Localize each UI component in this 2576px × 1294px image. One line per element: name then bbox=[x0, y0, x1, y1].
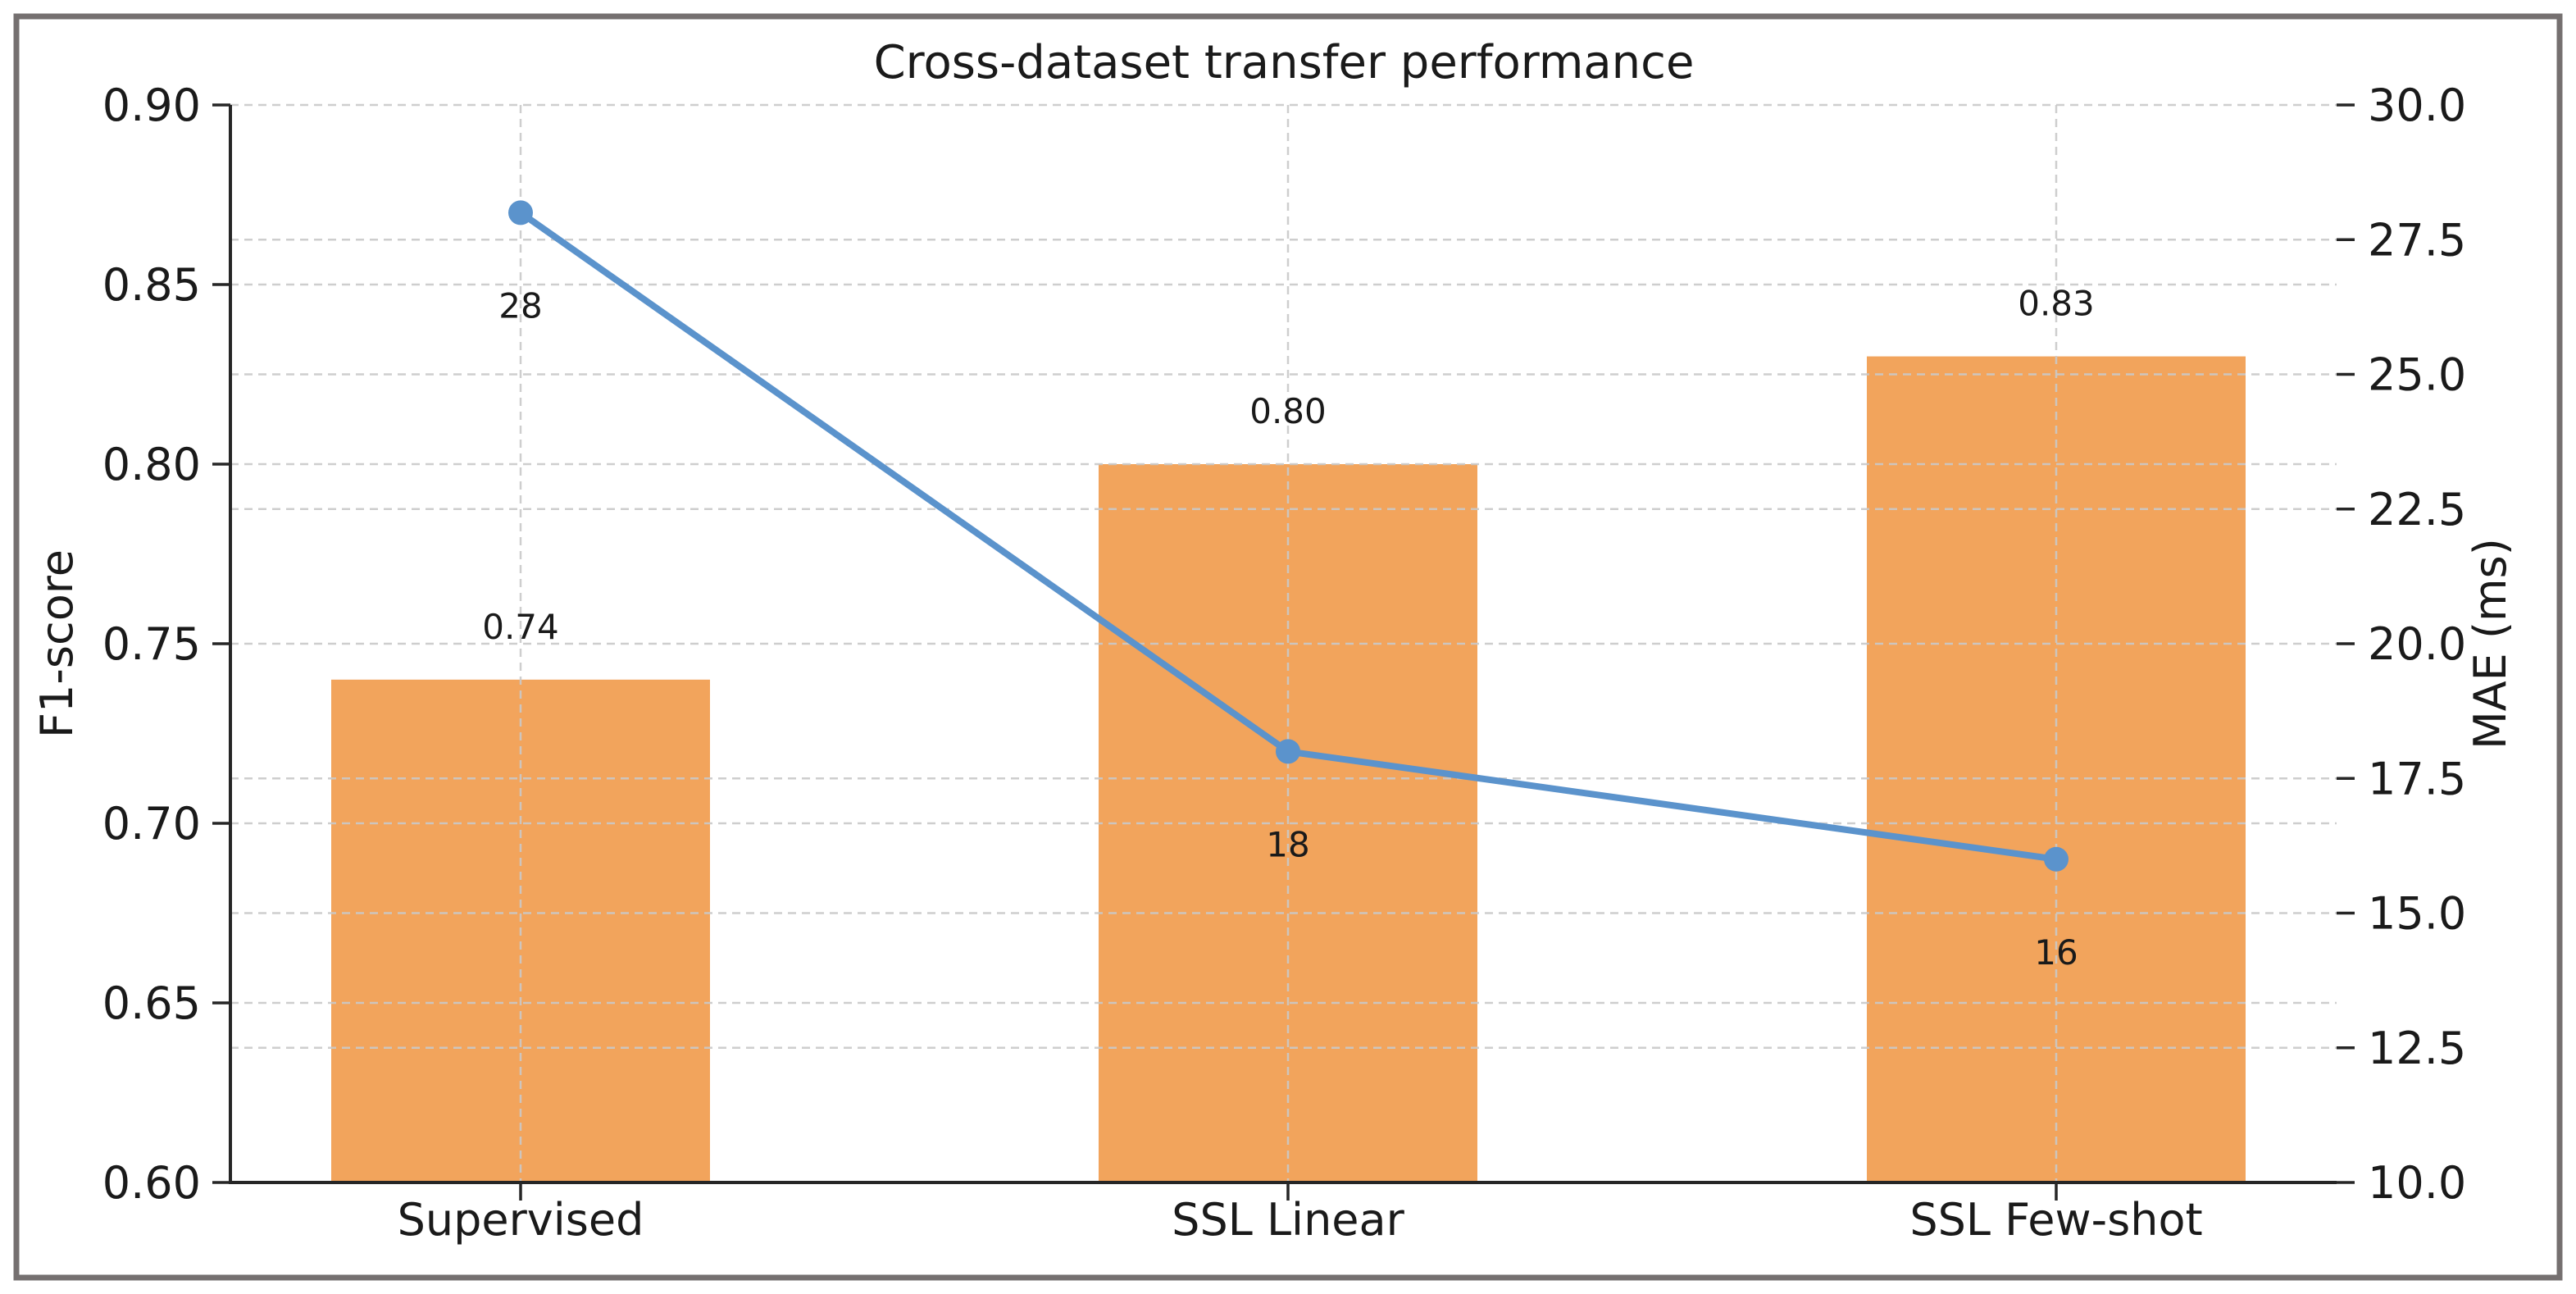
bar-value-label-2: 0.83 bbox=[2018, 284, 2095, 324]
right-tick-label: 10.0 bbox=[2368, 1157, 2466, 1209]
data-point-marker-2 bbox=[2044, 846, 2069, 872]
point-value-label-0: 28 bbox=[498, 285, 542, 326]
right-tick-label: 17.5 bbox=[2368, 753, 2466, 804]
left-axis-label: F1-score bbox=[31, 549, 83, 738]
value-labels-group: 0.74 0.80 0.83 28 18 16 bbox=[482, 284, 2095, 973]
right-tick-label: 15.0 bbox=[2368, 888, 2466, 940]
point-value-label-1: 18 bbox=[1266, 824, 1309, 864]
right-tick-label: 27.5 bbox=[2368, 214, 2466, 266]
right-tick-label: 12.5 bbox=[2368, 1023, 2466, 1074]
left-tick-label: 0.80 bbox=[102, 439, 201, 490]
point-value-label-2: 16 bbox=[2034, 932, 2078, 973]
right-tick-label: 22.5 bbox=[2368, 484, 2466, 535]
line-series-group bbox=[508, 200, 2069, 872]
x-tick-label-2: SSL Few-shot bbox=[1909, 1194, 2202, 1246]
left-tick-label: 0.65 bbox=[102, 977, 201, 1029]
right-axis-label: MAE (ms) bbox=[2464, 538, 2516, 750]
bar-value-label-1: 0.80 bbox=[1249, 391, 1327, 431]
left-tick-label: 0.85 bbox=[102, 259, 201, 311]
right-tick-label: 20.0 bbox=[2368, 618, 2466, 670]
right-axis-ticks: 30.0 27.5 25.0 22.5 20.0 17.5 15.0 12.5 10.0 bbox=[2337, 80, 2466, 1209]
x-tick-label-1: SSL Linear bbox=[1172, 1194, 1404, 1246]
right-tick-label: 25.0 bbox=[2368, 349, 2466, 401]
left-tick-label: 0.90 bbox=[102, 80, 201, 131]
left-tick-label: 0.70 bbox=[102, 798, 201, 850]
data-point-marker-0 bbox=[508, 200, 533, 226]
x-axis-ticks: Supervised SSL Linear SSL Few-shot bbox=[398, 1182, 2203, 1246]
bar-value-label-0: 0.74 bbox=[482, 607, 559, 647]
x-tick-label-0: Supervised bbox=[398, 1194, 644, 1246]
left-axis-ticks: 0.90 0.85 0.80 0.75 0.70 0.65 0.60 bbox=[102, 80, 230, 1209]
right-tick-label: 30.0 bbox=[2368, 80, 2466, 131]
left-tick-label: 0.60 bbox=[102, 1157, 201, 1209]
figure-border bbox=[13, 13, 2563, 1281]
data-point-marker-1 bbox=[1276, 739, 1300, 764]
left-tick-label: 0.75 bbox=[102, 618, 201, 670]
chart-title: Cross-dataset transfer performance bbox=[874, 36, 1695, 89]
gridlines-group bbox=[230, 103, 2337, 1184]
